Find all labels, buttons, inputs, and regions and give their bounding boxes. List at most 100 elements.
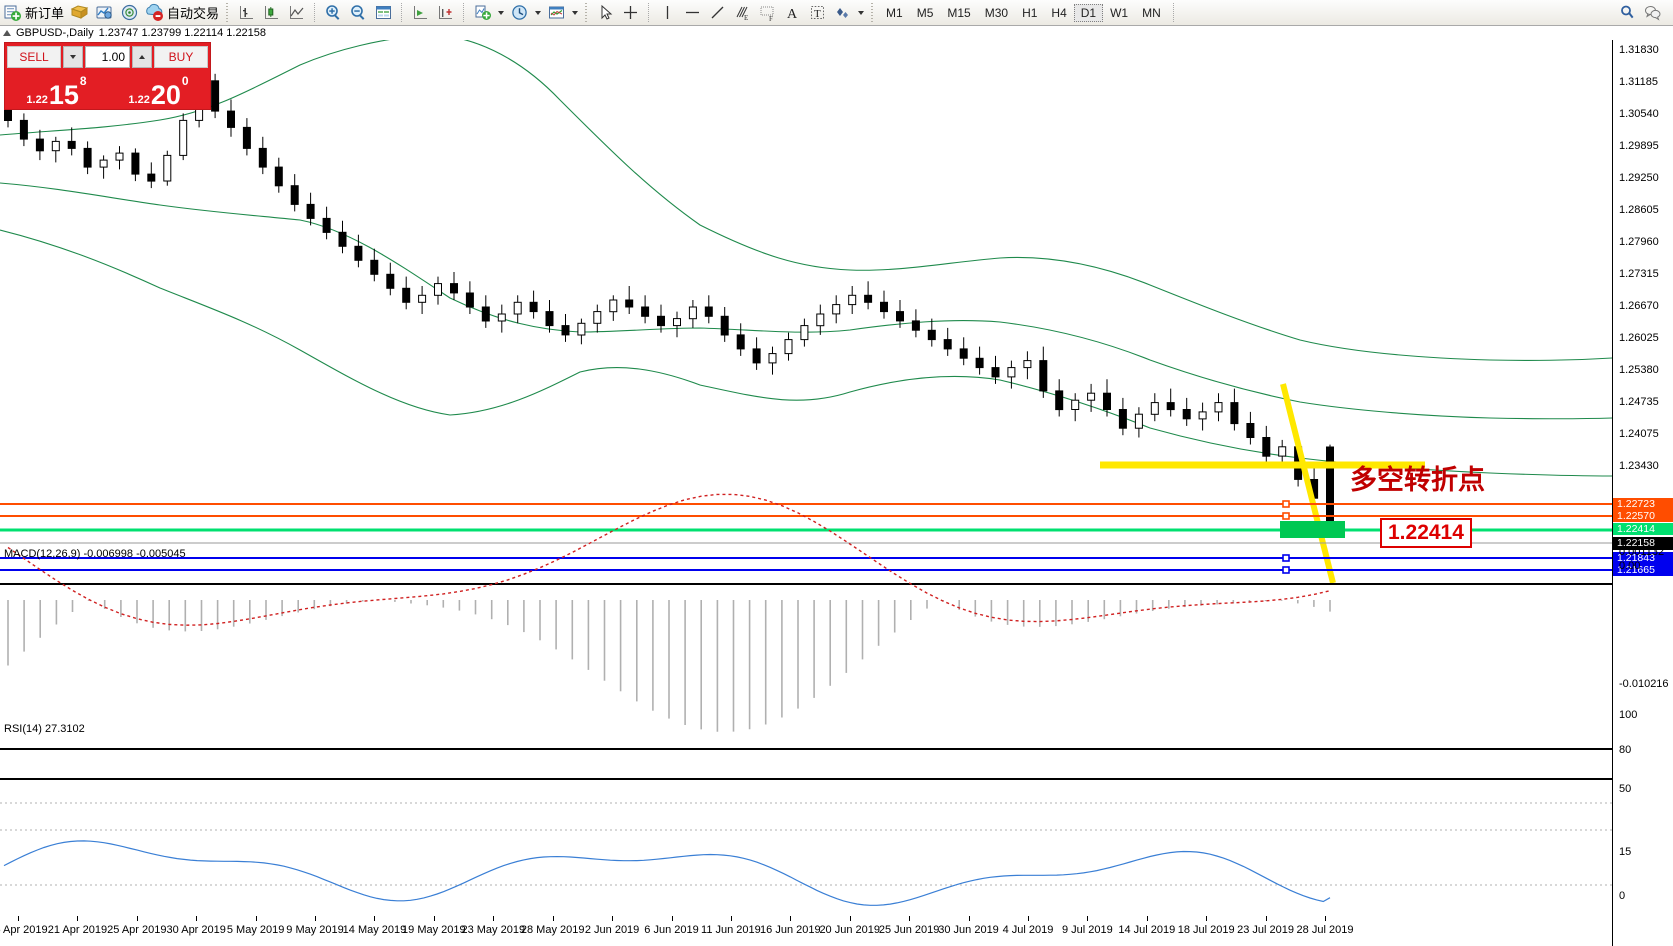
macd-signal-line [7,493,1331,626]
rsi-indicator-label[interactable]: RSI(14) 27.3102 [4,723,85,735]
level-label-1-22570[interactable]: 1.22570 [1613,510,1673,522]
templates-dropdown-caret[interactable] [572,10,579,15]
chart-canvas[interactable]: 多空转折点 1.22414 MACD(12,26,9) -0.006998 -0… [0,40,1612,945]
timeframe-d1[interactable]: D1 [1073,3,1104,22]
label-button[interactable]: T [805,1,830,24]
chat-icon [1643,3,1662,22]
bar-chart-button[interactable] [234,1,259,24]
objects-button[interactable] [830,1,855,24]
grid-button[interactable] [371,1,396,24]
volume-input[interactable]: 1.00 [85,46,130,68]
crosshair-button[interactable] [618,1,643,24]
toolbar-grip[interactable] [225,3,232,22]
rsi-top-separator [0,778,1612,780]
line-chart-button[interactable] [284,1,309,24]
navigator-button[interactable] [117,1,142,24]
macd-rsi-separator [0,748,1612,750]
sell-price[interactable]: 1.22 15 8 [7,71,106,109]
shift-end-button[interactable] [408,1,433,24]
indicators-dropdown-caret[interactable] [498,10,505,15]
level-handle-1-21843[interactable] [1282,554,1290,562]
indicators-button[interactable] [470,1,495,24]
bid-price-label[interactable]: 1.22158 [1613,537,1673,550]
volume-dropdown[interactable] [63,46,83,68]
level-label-1-21665[interactable]: 1.21665 [1613,564,1673,576]
timeframe-m5[interactable]: M5 [916,5,934,20]
rsi-line [3,840,1331,906]
period-button[interactable] [507,1,532,24]
timeframe-m30[interactable]: M30 [984,5,1009,20]
chat-button[interactable] [1640,1,1665,24]
rsi-scale-50: 50 [1619,783,1632,795]
toolbar-grip-3[interactable] [870,3,877,22]
price-tick-12: 1.24735 [1619,396,1659,408]
sell-button[interactable]: SELL [7,46,61,68]
fibo-button[interactable]: E [730,1,755,24]
yellow-downtrend-line[interactable] [1280,383,1336,584]
chart-symbol-label: GBPUSD-,Daily [16,27,94,39]
vline-button[interactable] [655,1,680,24]
green-level-marker[interactable] [1280,521,1345,538]
date-tick [552,916,554,921]
price-tick-11: 1.25380 [1619,364,1659,376]
timeframe-m15[interactable]: M15 [947,5,971,20]
date-label: 15 Apr 2019 [0,924,48,936]
turning-point-annotation[interactable]: 多空转折点 [1350,465,1485,495]
price-tick-14: 1.23430 [1619,460,1659,472]
timeframe-mn[interactable]: MN [1142,5,1161,20]
cursor-button[interactable] [593,1,618,24]
level-handle-1-22570[interactable] [1282,512,1290,520]
date-tick [1146,916,1148,921]
level-label-1-22723[interactable]: 1.22723 [1613,498,1673,510]
level-handle-1-22723[interactable] [1282,500,1290,508]
macd-scale-zero: 0.00 [1619,560,1641,572]
bar-chart-icon [237,3,256,22]
timeframe-h1[interactable]: H1 [1022,5,1038,20]
period-dropdown-caret[interactable] [535,10,542,15]
level-label-1-21843[interactable]: 1.21843 [1613,552,1673,564]
price-axis[interactable]: 1.31830 1.31185 1.30540 1.29895 1.29250 … [1612,40,1673,946]
objects-dropdown-caret[interactable] [858,10,865,15]
buy-price[interactable]: 1.22 20 0 [109,71,208,109]
zoom-in-button[interactable] [321,1,346,24]
buy-price-prefix: 1.22 [128,94,150,106]
autotrading-button[interactable]: 自动交易 [142,1,222,24]
rsi-scale-80: 80 [1619,744,1632,756]
price-tick-9: 1.26670 [1619,300,1659,312]
svg-text:T: T [814,8,821,20]
price-callout[interactable]: 1.22414 [1380,518,1472,548]
trendline-button[interactable] [705,1,730,24]
chart-svg [0,40,1612,906]
timeframe-m1[interactable]: M1 [886,5,903,20]
hline-button[interactable] [680,1,705,24]
volume-up-button[interactable] [132,46,152,68]
autotrading-icon [145,3,164,22]
auto-scroll-button[interactable] [433,1,458,24]
price-tick-8: 1.27315 [1619,268,1659,280]
equidistant-button[interactable]: F [755,1,780,24]
date-tick [790,916,792,921]
templates-button[interactable] [544,1,569,24]
market-watch-button[interactable] [92,1,117,24]
level-label-1-22414[interactable]: 1.22414 [1613,523,1673,535]
date-label: 25 Apr 2019 [107,924,167,936]
zoom-out-button[interactable] [346,1,371,24]
level-handle-1-21665[interactable] [1282,566,1290,574]
search-button[interactable] [1615,1,1640,24]
one-click-trading-panel[interactable]: SELL 1.00 BUY 1.22 15 8 1.22 20 0 [4,42,211,110]
timeframe-w1[interactable]: W1 [1110,5,1129,20]
timeframe-h4[interactable]: H4 [1051,5,1067,20]
toolbar-separator [314,3,316,22]
candlestick-chart-button[interactable] [259,1,284,24]
chart-expand-icon[interactable] [3,30,11,36]
profiles-button[interactable] [67,1,92,24]
macd-indicator-label[interactable]: MACD(12,26,9) -0.006998 -0.005045 [4,548,186,560]
price-tick-3: 1.30540 [1619,108,1659,120]
new-order-button[interactable]: 新订单 [0,1,67,24]
toolbar-grip-2[interactable] [584,3,591,22]
buy-button[interactable]: BUY [154,46,208,68]
sell-price-prefix: 1.22 [26,94,48,106]
date-label: 5 May 2019 [226,924,285,936]
text-button[interactable]: A [780,1,805,24]
